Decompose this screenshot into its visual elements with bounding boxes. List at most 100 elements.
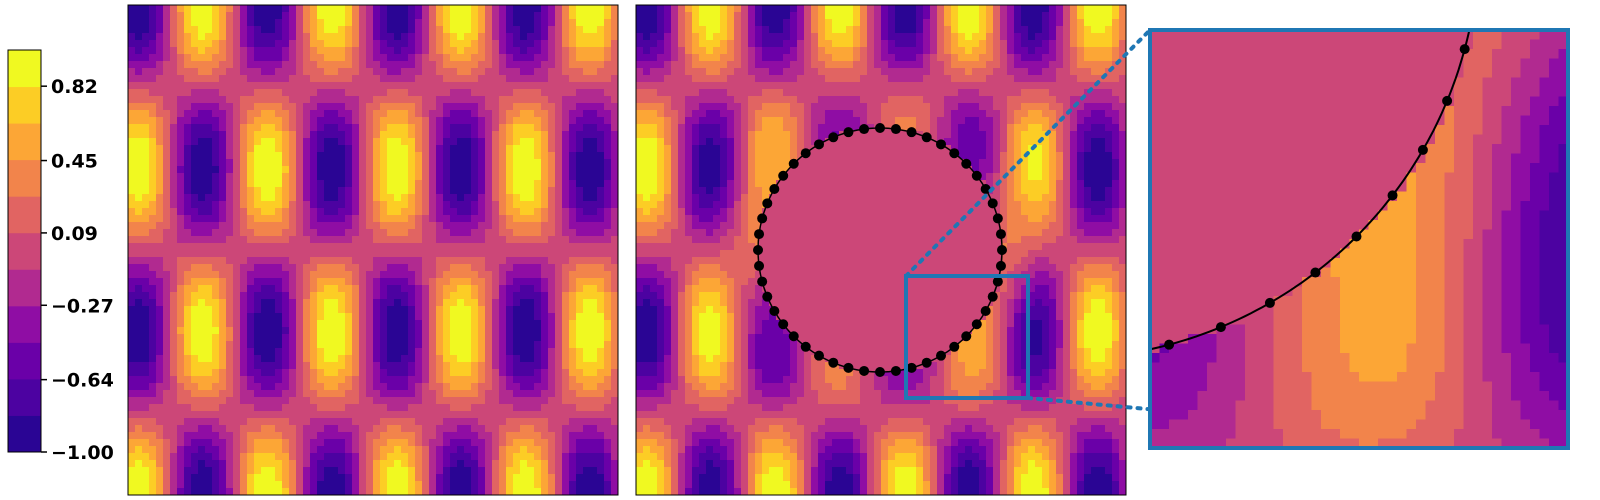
contour-cell <box>303 40 311 48</box>
contour-cell <box>128 89 136 97</box>
contour-cell <box>331 446 339 454</box>
contour-cell <box>555 425 563 433</box>
contour-cell <box>492 383 500 391</box>
contour-cell <box>338 131 346 139</box>
contour-cell <box>387 117 395 125</box>
contour-cell <box>576 348 584 356</box>
contour-cell <box>191 285 199 293</box>
contour-cell <box>233 145 241 153</box>
contour-cell <box>597 5 605 13</box>
contour-cell <box>604 33 612 41</box>
contour-cell <box>555 320 563 328</box>
contour-cell <box>205 383 213 391</box>
contour-cell <box>464 180 472 188</box>
contour-cell <box>156 229 164 237</box>
contour-cell <box>331 145 339 153</box>
contour-cell <box>149 411 157 419</box>
contour-cell <box>527 194 535 202</box>
contour-cell <box>345 432 353 440</box>
contour-cell <box>597 131 605 139</box>
contour-cell <box>296 271 304 279</box>
contour-cell <box>429 446 437 454</box>
contour-cell <box>191 96 199 104</box>
contour-cell <box>450 145 458 153</box>
contour-cell <box>324 481 332 489</box>
contour-cell <box>408 138 416 146</box>
contour-cell <box>415 348 423 356</box>
contour-cell <box>380 278 388 286</box>
contour-cell <box>478 376 486 384</box>
contour-cell <box>429 278 437 286</box>
contour-cell <box>338 334 346 342</box>
contour-cell <box>415 89 423 97</box>
contour-cell <box>604 327 612 335</box>
contour-cell <box>331 362 339 370</box>
contour-cell <box>275 75 283 83</box>
contour-cell <box>478 460 486 468</box>
contour-cell <box>338 61 346 69</box>
contour-cell <box>513 117 521 125</box>
contour-cell <box>338 292 346 300</box>
contour-cell <box>422 376 430 384</box>
contour-cell <box>436 397 444 405</box>
contour-cell <box>184 68 192 76</box>
contour-cell <box>548 453 556 461</box>
contour-cell <box>436 103 444 111</box>
contour-cell <box>254 446 262 454</box>
contour-cell <box>450 26 458 34</box>
contour-cell <box>247 47 255 55</box>
contour-cell <box>289 215 297 223</box>
contour-cell <box>352 376 360 384</box>
contour-cell <box>604 292 612 300</box>
contour-cell <box>198 271 206 279</box>
contour-cell <box>310 411 318 419</box>
contour-cell <box>380 173 388 181</box>
contour-cell <box>401 68 409 76</box>
contour-cell <box>401 383 409 391</box>
contour-cell <box>352 250 360 258</box>
contour-cell <box>485 194 493 202</box>
contour-cell <box>576 257 584 265</box>
contour-cell <box>233 264 241 272</box>
contour-cell <box>443 376 451 384</box>
contour-cell <box>604 446 612 454</box>
contour-cell <box>611 439 618 447</box>
contour-cell <box>212 257 220 265</box>
contour-cell <box>534 201 542 209</box>
contour-cell <box>597 376 605 384</box>
contour-cell <box>471 173 479 181</box>
contour-cell <box>296 96 304 104</box>
contour-cell <box>184 432 192 440</box>
contour-cell <box>219 243 227 251</box>
contour-cell <box>415 474 423 482</box>
contour-cell <box>548 285 556 293</box>
contour-cell <box>268 460 276 468</box>
contour-cell <box>212 488 220 495</box>
contour-cell <box>233 166 241 174</box>
contour-cell <box>303 180 311 188</box>
contour-cell <box>527 82 535 90</box>
contour-cell <box>359 292 367 300</box>
contour-cell <box>156 250 164 258</box>
contour-cell <box>527 299 535 307</box>
contour-cell <box>338 124 346 132</box>
contour-cell <box>142 229 150 237</box>
contour-cell <box>380 215 388 223</box>
contour-cell <box>212 19 220 27</box>
contour-cell <box>415 299 423 307</box>
contour-cell <box>576 278 584 286</box>
contour-cell <box>548 124 556 132</box>
contour-cell <box>240 215 248 223</box>
contour-cell <box>296 327 304 335</box>
contour-cell <box>282 474 290 482</box>
contour-cell <box>170 166 178 174</box>
contour-cell <box>513 425 521 433</box>
contour-cell <box>247 467 255 475</box>
contour-cell <box>576 418 584 426</box>
contour-cell <box>345 5 353 13</box>
contour-cell <box>422 369 430 377</box>
contour-cell <box>450 369 458 377</box>
contour-cell <box>492 201 500 209</box>
contour-cell <box>219 404 227 412</box>
contour-cell <box>261 320 269 328</box>
